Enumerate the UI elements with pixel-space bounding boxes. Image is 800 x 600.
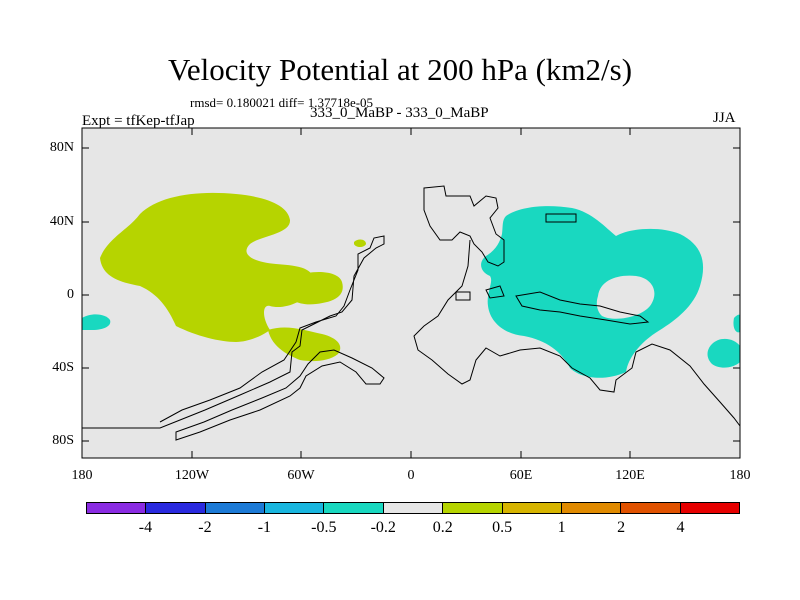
colorbar-label: 1 bbox=[557, 519, 566, 536]
colorbar-swatch bbox=[87, 503, 147, 513]
lon-label: 60W bbox=[287, 468, 315, 483]
coastline bbox=[413, 239, 741, 427]
colorbar-label: -4 bbox=[138, 519, 153, 536]
colorbar-label: 2 bbox=[617, 519, 626, 536]
lon-label: 120W bbox=[174, 468, 210, 483]
colorbar-swatch bbox=[561, 503, 622, 513]
negative-anomaly-region bbox=[733, 314, 740, 333]
colorbar-swatch bbox=[383, 503, 444, 513]
colorbar-swatch bbox=[205, 503, 266, 513]
colorbar-label: -2 bbox=[198, 519, 212, 536]
colorbar-swatch bbox=[324, 503, 384, 513]
lat-label: 80N bbox=[49, 140, 74, 155]
positive-anomaly-region bbox=[268, 327, 341, 362]
colorbar-swatch bbox=[265, 503, 325, 513]
lon-label: 180 bbox=[729, 468, 751, 483]
axis-ticks bbox=[82, 128, 740, 458]
colorbar-label: 4 bbox=[676, 519, 685, 536]
colorbar-label: 0.5 bbox=[492, 519, 513, 536]
lon-label: 0 bbox=[407, 468, 415, 483]
negative-anomaly-region bbox=[707, 338, 740, 368]
chart-title: Velocity Potential at 200 hPa (km2/s) bbox=[167, 52, 633, 87]
coastline bbox=[485, 285, 505, 299]
colorbar-label: -0.5 bbox=[311, 519, 337, 536]
coastline bbox=[423, 185, 505, 267]
coastline bbox=[175, 349, 385, 441]
colorbar-label: -0.2 bbox=[370, 519, 396, 536]
colorbar-swatch bbox=[443, 503, 503, 513]
lat-label: 0 bbox=[67, 287, 74, 302]
colorbar bbox=[86, 502, 740, 514]
negative-anomaly-region bbox=[82, 314, 111, 330]
coastline bbox=[515, 291, 650, 325]
lon-label: 60E bbox=[509, 468, 533, 483]
positive-anomaly-region bbox=[100, 192, 314, 342]
experiment-label: Expt = tfKep-tfJap bbox=[82, 113, 195, 129]
coastline bbox=[545, 213, 577, 223]
lat-label: 40N bbox=[49, 214, 74, 229]
positive-anomaly-region bbox=[287, 272, 343, 305]
colorbar-swatch bbox=[680, 503, 739, 513]
lon-label: 180 bbox=[71, 468, 93, 483]
lon-label: 120E bbox=[615, 468, 645, 483]
colorbar-label: 0.2 bbox=[432, 519, 453, 536]
runs-label: 333_0_MaBP - 333_0_MaBP bbox=[310, 105, 489, 121]
positive-anomaly-region bbox=[354, 239, 366, 247]
negative-anomaly-region bbox=[481, 206, 704, 378]
coastline bbox=[455, 291, 471, 301]
lat-label: 80S bbox=[52, 433, 74, 448]
season-label: JJA bbox=[713, 110, 736, 126]
stats-text: rmsd= 0.180021 diff= 1.37718e-05 bbox=[190, 95, 374, 110]
colorbar-swatch bbox=[621, 503, 681, 513]
colorbar-swatch bbox=[146, 503, 206, 513]
colorbar-label: -1 bbox=[257, 519, 272, 536]
colorbar-swatch bbox=[502, 503, 562, 513]
lat-label: 40S bbox=[52, 360, 74, 375]
coastline bbox=[82, 235, 385, 429]
